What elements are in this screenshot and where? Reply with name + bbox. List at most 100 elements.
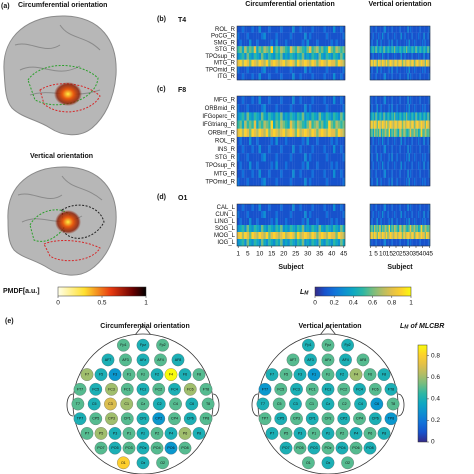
electrode-label: AF4 bbox=[342, 358, 349, 362]
heatmap-cell bbox=[403, 26, 405, 33]
heatmap-cell bbox=[263, 225, 266, 233]
heatmap-cell bbox=[333, 128, 336, 138]
electrode-label: TP8 bbox=[388, 417, 395, 421]
heatmap-cell bbox=[263, 128, 266, 138]
heatmap-cell bbox=[402, 59, 404, 67]
heatmap-cell bbox=[239, 73, 242, 81]
heatmap-cell bbox=[330, 128, 334, 138]
heatmap-cell bbox=[273, 128, 276, 138]
heatmap-cell bbox=[323, 26, 326, 33]
heatmap-cell bbox=[378, 73, 380, 81]
heatmap-cell bbox=[289, 59, 293, 67]
heatmap-cell bbox=[427, 46, 429, 54]
heatmap-cell bbox=[423, 218, 425, 226]
heatmap-cell bbox=[410, 46, 412, 54]
heatmap-cell bbox=[394, 39, 396, 47]
heatmap-cell bbox=[427, 136, 429, 146]
heatmap-cell bbox=[416, 73, 419, 81]
heatmap-cell bbox=[237, 136, 240, 146]
heatmap-cell bbox=[382, 53, 384, 60]
heatmap-cell bbox=[301, 96, 305, 105]
row-label: STG_R bbox=[215, 47, 236, 53]
heatmap-cell bbox=[410, 39, 412, 47]
heatmap-cell bbox=[400, 153, 403, 162]
heatmap-cell bbox=[301, 211, 305, 219]
heatmap-cell bbox=[383, 104, 385, 113]
heatmap-cell bbox=[394, 112, 396, 121]
heatmap-cell bbox=[256, 46, 259, 54]
heatmap-cell bbox=[325, 73, 329, 81]
heatmap-cell bbox=[311, 26, 314, 33]
heatmap-cell bbox=[402, 204, 404, 212]
heatmap-cell bbox=[316, 161, 319, 170]
heatmap-cell bbox=[387, 218, 389, 226]
electrode bbox=[304, 353, 317, 367]
heatmap-cell bbox=[280, 32, 283, 40]
heatmap-cell bbox=[253, 239, 257, 247]
heatmap-cell bbox=[370, 169, 372, 178]
heatmap-cell bbox=[371, 46, 373, 54]
heatmap-cell bbox=[380, 96, 383, 105]
heatmap-cell bbox=[392, 204, 395, 212]
heatmap-cell bbox=[309, 225, 312, 233]
row-label: IFGtriang_R bbox=[202, 122, 235, 128]
heatmap-cell bbox=[335, 53, 338, 60]
heatmap-cell bbox=[287, 239, 290, 247]
heatmap-cell bbox=[258, 153, 262, 162]
tick-label: 0.6 bbox=[368, 300, 377, 307]
heatmap-cell bbox=[285, 39, 288, 47]
heatmap-cell bbox=[416, 232, 419, 240]
heatmap-cell bbox=[285, 232, 288, 240]
row-label: MTG_R bbox=[214, 61, 236, 67]
row-label: TPOsup_R bbox=[205, 54, 235, 60]
heatmap-cell bbox=[325, 153, 329, 162]
heatmap-cell bbox=[237, 225, 240, 233]
heatmap-cell bbox=[258, 104, 262, 113]
heatmap-cell bbox=[321, 161, 324, 170]
heatmap-cell bbox=[309, 204, 312, 212]
heatmap-cell bbox=[237, 145, 240, 154]
heatmap-cell bbox=[246, 225, 250, 233]
heatmap-cell bbox=[412, 46, 415, 54]
heatmap-cell bbox=[423, 169, 425, 178]
electrode bbox=[377, 368, 391, 381]
heatmap-cell bbox=[275, 112, 278, 121]
heatmap-cell bbox=[426, 128, 428, 138]
electrode bbox=[279, 427, 293, 440]
heatmap-cell bbox=[256, 104, 259, 113]
heatmap-cell bbox=[392, 218, 395, 226]
heatmap-cell bbox=[392, 53, 395, 60]
heatmap-cell bbox=[335, 39, 338, 47]
heatmap-cell bbox=[316, 128, 319, 138]
heatmap-cell bbox=[263, 73, 266, 81]
heatmap-cell bbox=[388, 112, 391, 121]
heatmap-cell bbox=[395, 112, 397, 121]
heatmap-cell bbox=[289, 204, 293, 212]
heatmap-cell bbox=[396, 145, 399, 154]
heatmap-cell bbox=[420, 211, 423, 219]
heatmap-cell bbox=[268, 96, 271, 105]
heatmap-frame bbox=[236, 203, 346, 247]
heatmap-cell bbox=[370, 136, 372, 146]
heatmap-cell bbox=[375, 145, 377, 154]
heatmap-cell bbox=[265, 161, 269, 170]
heatmap-cell bbox=[422, 73, 424, 81]
electrode-label: PO4 bbox=[153, 446, 160, 450]
heatmap-cell bbox=[241, 169, 245, 178]
heatmap-cell bbox=[411, 96, 413, 105]
heatmap-cell bbox=[277, 136, 281, 146]
electrode-label: Pz bbox=[326, 431, 330, 435]
heatmap-cell bbox=[263, 239, 266, 247]
heatmap-cell bbox=[396, 112, 399, 121]
heatmap-cell bbox=[398, 26, 400, 33]
electrode bbox=[168, 412, 181, 426]
electrode bbox=[363, 368, 377, 381]
heatmap-cell bbox=[396, 218, 399, 226]
heatmap-cell bbox=[383, 218, 385, 226]
heatmap-cell bbox=[244, 96, 247, 105]
heatmap-cell bbox=[244, 239, 247, 247]
heatmap-cell bbox=[422, 225, 424, 233]
heatmap-cell bbox=[414, 204, 416, 212]
heatmap-cell bbox=[239, 32, 242, 40]
heatmap-cell bbox=[258, 96, 262, 105]
